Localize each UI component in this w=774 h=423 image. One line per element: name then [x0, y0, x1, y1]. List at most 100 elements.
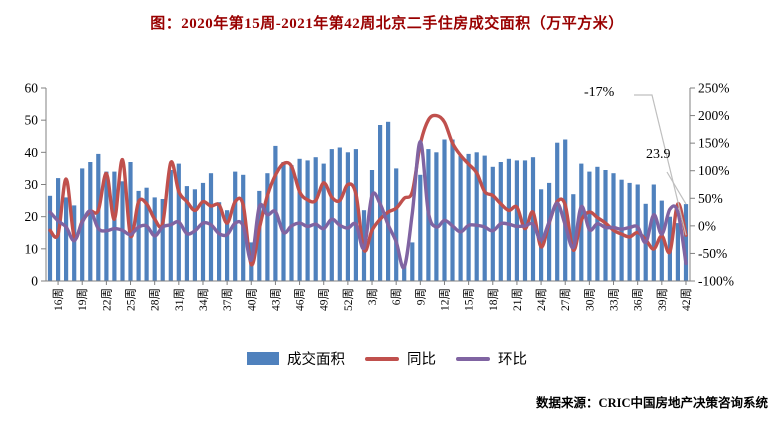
- right-axis-label: 250%: [698, 81, 730, 96]
- bar: [555, 142, 560, 281]
- bar: [466, 153, 471, 281]
- x-axis-label: 6周: [390, 288, 403, 305]
- bar: [297, 158, 302, 281]
- x-axis-label: 43周: [269, 288, 282, 311]
- bar: [289, 165, 294, 281]
- bar: [659, 200, 664, 281]
- callout-leaders: [634, 94, 687, 236]
- bar: [329, 149, 334, 281]
- x-axis-label: 42周: [680, 288, 693, 311]
- bar: [47, 195, 53, 281]
- bar: [200, 182, 206, 281]
- right-axis-label: -100%: [698, 274, 734, 289]
- bar: [675, 223, 680, 281]
- bar: [88, 162, 93, 281]
- bar: [152, 197, 157, 281]
- chart-legend: 成交面积 同比 环比: [0, 348, 774, 369]
- bar: [418, 174, 423, 281]
- bar: [64, 197, 69, 281]
- bar: [104, 171, 109, 281]
- bar: [474, 152, 479, 281]
- right-axis-label: 100%: [698, 163, 730, 178]
- data-source-note: 数据来源：CRIC中国房地产决策咨询系统: [536, 396, 768, 410]
- bar: [490, 166, 495, 281]
- bar: [386, 121, 391, 281]
- legend-label-wow: 环比: [498, 352, 527, 368]
- right-axis-label: 50%: [698, 191, 723, 206]
- left-axis-label: 50: [25, 113, 39, 128]
- bar: [160, 199, 165, 281]
- callout-yoy-last: -17%: [584, 85, 615, 100]
- x-axis-label: 30周: [583, 288, 596, 311]
- x-axis-label: 16周: [52, 288, 65, 311]
- legend-item-yoy: 同比: [365, 348, 436, 369]
- right-axis-label: -50%: [698, 246, 727, 261]
- bar: [208, 173, 214, 281]
- bar: [192, 189, 197, 281]
- bar: [345, 152, 350, 281]
- bar: [683, 204, 689, 281]
- bar: [369, 170, 375, 281]
- legend-item-wow: 环比: [456, 348, 527, 369]
- left-axis-label: 60: [25, 81, 39, 96]
- bar: [353, 149, 358, 281]
- bar: [128, 162, 133, 281]
- x-axis-label: 40周: [245, 288, 258, 311]
- x-axis-label: 37周: [221, 288, 234, 311]
- x-axis-label: 52周: [342, 288, 355, 311]
- x-axis-label: 25周: [125, 288, 138, 311]
- x-axis-label: 36周: [632, 288, 645, 311]
- area-leader-line: [666, 171, 687, 205]
- bar: [651, 184, 656, 281]
- left-axis-label: 20: [25, 209, 39, 224]
- axes: 0 10 20 30 40 50 60 -100% -50% 0% 50% 100% 150% 200% 2…: [25, 81, 735, 312]
- bar: [506, 158, 511, 281]
- left-axis-label: 0: [31, 274, 38, 289]
- x-axis-label: 22周: [100, 288, 113, 311]
- yoy-line: [48, 113, 688, 267]
- chart-title: 图：2020年第15周-2021年第42周北京二手住房成交面积（万平方米）: [150, 16, 624, 32]
- x-axis-label: 46周: [294, 288, 307, 311]
- bar: [522, 160, 528, 281]
- x-axis-label: 21周: [511, 288, 524, 311]
- right-axis-label: 200%: [698, 108, 730, 123]
- bar: [498, 162, 503, 281]
- bar: [402, 266, 407, 281]
- bar: [313, 157, 318, 281]
- bar: [539, 189, 544, 281]
- x-axis-label: 49周: [318, 288, 331, 311]
- bar: [442, 139, 447, 281]
- bar: [225, 210, 230, 281]
- x-axis-label: 39周: [656, 288, 669, 311]
- bar: [458, 155, 463, 281]
- bar: [547, 182, 552, 281]
- legend-item-area: 成交面积: [247, 348, 345, 369]
- legend-label-yoy: 同比: [407, 352, 436, 368]
- x-axis-label: 18周: [487, 288, 500, 311]
- bar: [217, 202, 222, 281]
- bar: [627, 182, 632, 281]
- right-axis-label: 150%: [698, 136, 730, 151]
- x-axis-label: 19周: [76, 288, 89, 311]
- bar: [571, 194, 576, 281]
- x-axis-label: 28周: [149, 288, 162, 311]
- bar: [72, 205, 77, 281]
- wow-line: [48, 139, 688, 270]
- x-axis-label: 24周: [535, 288, 548, 311]
- bar: [514, 160, 519, 281]
- x-axis-label: 27周: [559, 288, 572, 311]
- bar: [450, 139, 455, 281]
- bar: [144, 187, 149, 281]
- bar: [394, 168, 399, 281]
- x-axis-label: 9周: [414, 288, 427, 305]
- callout-area-last: 23.9: [646, 147, 671, 162]
- bar: [530, 157, 536, 281]
- wow-line-swatch-icon: [456, 356, 490, 361]
- bar: [96, 153, 101, 281]
- bar: [482, 155, 487, 281]
- left-axis-label: 10: [25, 241, 39, 256]
- bar: [434, 152, 439, 281]
- x-axis-label: 15周: [463, 288, 476, 311]
- bar: [281, 162, 286, 281]
